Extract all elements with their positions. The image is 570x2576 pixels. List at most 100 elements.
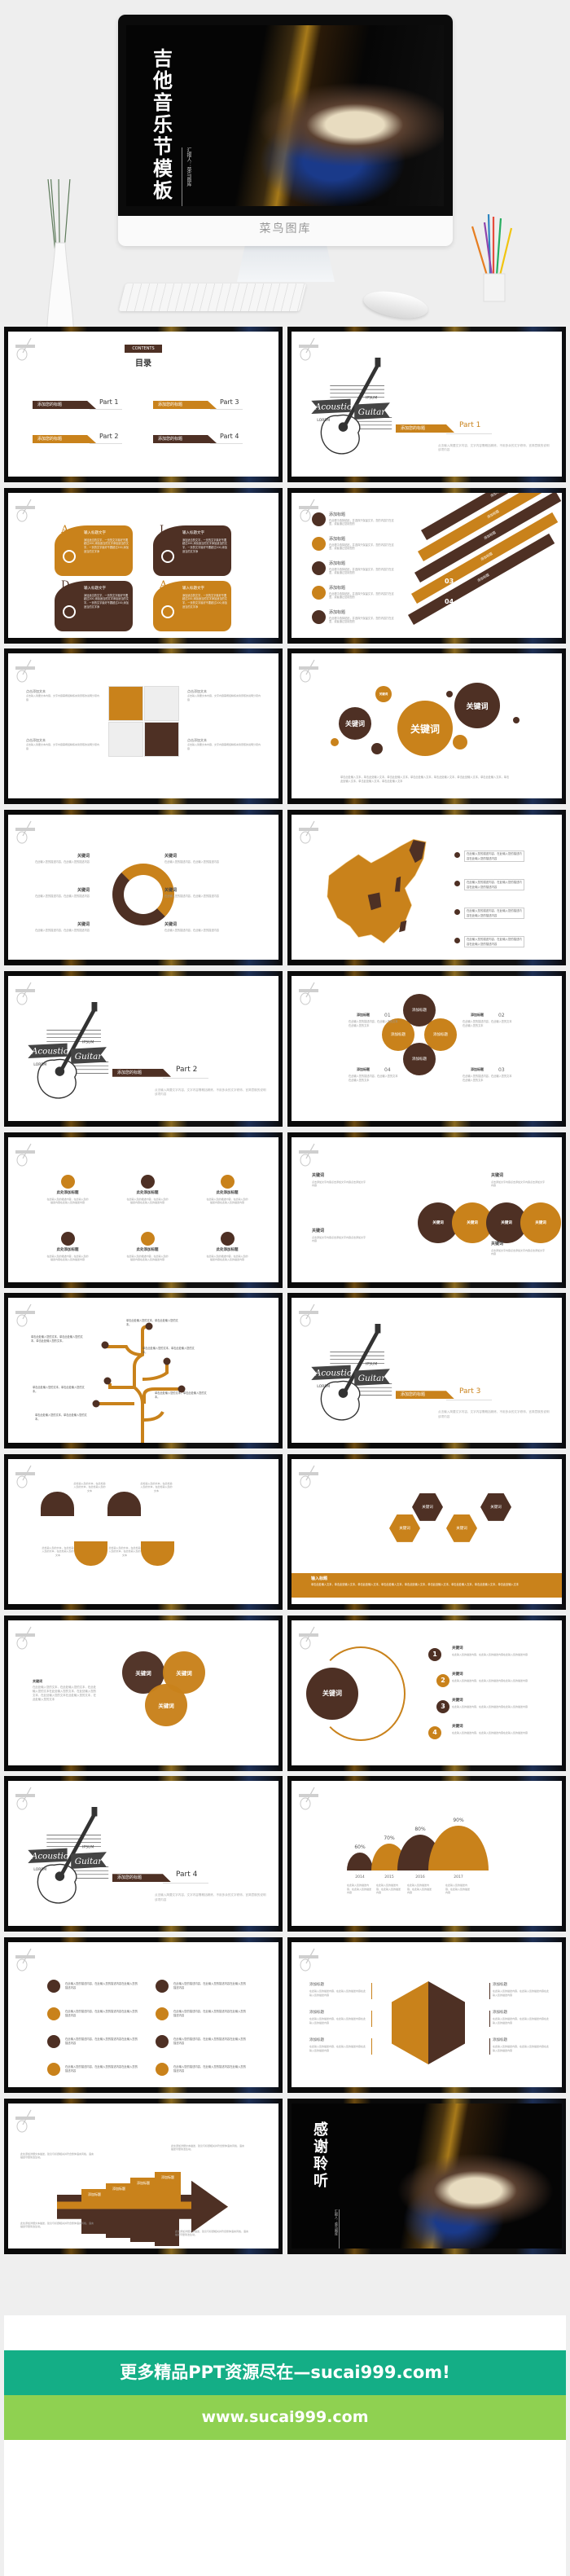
item-title: 此处添加标题: [136, 1190, 159, 1195]
title-ribbon: 添加您的标题: [33, 435, 96, 443]
slide-thumbnail-18[interactable]: 关键词 1 关键词 在此输入您的描述内容，在此输入您的描述内容在此输入您的描述内容 2 关…: [287, 1615, 566, 1771]
guitar-logo-icon: [298, 1303, 319, 1327]
promo-banner[interactable]: 更多精品PPT资源尽在—sucai999.com!: [4, 2350, 566, 2395]
step-number: 2: [436, 1673, 449, 1687]
heart-icon: [61, 1174, 75, 1189]
keyword-circle: 关键词: [520, 1202, 561, 1243]
title-ribbon: 添加您的标题: [396, 424, 454, 433]
item-title: 添加标题: [309, 1983, 324, 1987]
keyword-title: 关键词: [164, 922, 178, 928]
item-title: 关键词: [452, 1672, 463, 1677]
slide-thumbnail-20[interactable]: 60% 2014 在此输入您的描述内容，在此输入您的描述内容 70% 2015 在此输入您…: [287, 1776, 566, 1932]
petal-hand-icon: 添加标题: [403, 1042, 436, 1075]
card-title: 输入标题文字: [84, 530, 106, 535]
band-text: 单击此处输入文本，单击此处输入文本，单击此处输入文本，单击此处输入文本，单击此处…: [311, 1582, 519, 1586]
slide-thumbnail-6[interactable]: 关键词 关键词 关键词 关键词 单击此处输入文本，单击此处输入文本，单击此处输入文本，单…: [287, 648, 566, 805]
slide-thumbnail-4[interactable]: 添加标题 在此框中选择粘贴，并选择只保留文字。您的内容打在这里，或者通过复制您的添…: [287, 487, 566, 644]
contents-item[interactable]: 添加您的标题 Part 3: [153, 398, 251, 410]
underline: [446, 433, 492, 434]
svg-text:Guitar: Guitar: [75, 1857, 103, 1866]
title-ribbon: 添加您的标题: [153, 435, 217, 443]
slide-thumbnail-7[interactable]: 关键词 在此输入您的描述内容，在此输入您的描述内容 关键词 在此输入您的描述内容，在此…: [4, 810, 283, 966]
keyword-title: 关键词: [164, 888, 178, 894]
part-label: Part 2: [176, 1065, 198, 1074]
url-banner[interactable]: www.sucai999.com: [4, 2395, 566, 2440]
aida-card: 输入标题文字 添加适当的文字，一页的文字最好不要超过200,添加适当的文字添加适当…: [55, 580, 133, 631]
body-text: 单击此处输入您的文本，单击此处输入您的文本。: [155, 1391, 207, 1399]
arc: [316, 1646, 406, 1741]
users-icon: [47, 2007, 60, 2020]
slide-thumbnail-2[interactable]: Acoustic Guitar LOREM IPSUM 添加您的标题 Part 1 点击…: [287, 327, 566, 482]
end-presenter: 汇报人：菜鸟图库: [334, 2209, 340, 2249]
card-title: 输入标题文字: [182, 530, 204, 535]
guitar-logo-icon: [298, 498, 319, 522]
puzzle-piece-clipboard-icon: [144, 686, 179, 722]
guitar-logo-icon: [298, 1142, 319, 1167]
keyboard-image: [118, 284, 307, 311]
slide-thumbnail-11[interactable]: 此处添加标题 在此输入您的描述内容，在此输入您的描述内容在此输入您的描述内容 此处添…: [4, 1132, 283, 1288]
body-text: 在此输入您的描述内容，在此输入您的文本在此输入您的文本: [463, 1074, 512, 1082]
hat-icon: [221, 1174, 235, 1189]
step-number: 04: [445, 597, 454, 605]
guitar-logo-icon: [15, 1464, 36, 1488]
body-text: 在此输入您的描述内容，在此输入您的描述内容在此输入您的描述内容: [65, 1982, 138, 1989]
contents-item[interactable]: 添加您的标题 Part 2: [33, 433, 130, 444]
keyword-title: 关键词: [77, 854, 90, 859]
body-text: 在此输入您的描述内容，在此输入您的描述内容在此输入您的描述内容: [65, 2010, 138, 2017]
divider: [489, 2038, 490, 2055]
year-label: 2014: [355, 1875, 365, 1880]
item-number: 04: [384, 1066, 391, 1073]
guitar-logo-icon: [298, 1947, 319, 1972]
item-title: 添加标题: [329, 609, 346, 615]
slide-thumbnail-21[interactable]: 在此输入您的描述内容，在此输入您的描述内容在此输入您的描述内容 在此输入您的描述内…: [4, 1937, 283, 2093]
contents-item[interactable]: 添加您的标题 Part 1: [33, 398, 130, 410]
slide-thumbnail-3[interactable]: 输入标题文字添加适当的文字，一页的文字最好不要超过200,添加适当的文字添加适当…: [4, 487, 283, 644]
body-text: 在此输入您的描述内容，在此输入您的描述内容在此输入您的描述内容: [493, 2045, 550, 2052]
slide-thumbnail-8[interactable]: 在此输入您的描述内容，在此输入您的描述内容在此输入您的描述内容 在此输入您的描述内…: [287, 810, 566, 966]
slide-thumbnail-10[interactable]: 添加标题 添加标题 添加标题 添加标题 添加标题 01 在此输入您的描述内容，在此输入您的文…: [287, 970, 566, 1127]
slide-thumbnail-23[interactable]: 添加标题 添加标题 添加标题 添加标题 此处添加详细文本描述，建议与标题相关并符合整体语…: [4, 2098, 283, 2254]
card-letter: A: [160, 578, 168, 591]
svg-text:Guitar: Guitar: [358, 407, 387, 417]
slide-thumbnail-22[interactable]: 添加标题 在此输入您的描述内容，在此输入您的描述内容在此输入您的描述内容 添加标题在…: [287, 1937, 566, 2093]
users-icon: [156, 2007, 169, 2020]
body-text: 在此输入您的描述内容，在此输入您的描述内容在此输入您的描述内容: [452, 1704, 528, 1708]
step-block: 添加标题: [106, 2183, 132, 2205]
description-box: 在此输入您的描述内容，在此输入您的描述内容在此输入您的描述内容: [464, 936, 524, 948]
keyword-hexagon: 关键词: [480, 1492, 511, 1521]
slide-thumbnail-12[interactable]: 关键词 关键词 关键词 关键词 关键词 点击添加文字内容点击添加文字内容点击添加文字内容关…: [287, 1132, 566, 1288]
slide-thumbnail-14[interactable]: Acoustic Guitar LOREM IPSUM 添加您的标题 Part 3 点击…: [287, 1293, 566, 1449]
slide-thumbnail-13[interactable]: 单击此处输入您的文本，单击此处输入您的文本，单击此处输入您的文本。 单击此处输入您…: [4, 1293, 283, 1449]
keyword-hexagon: 关键词: [389, 1514, 420, 1542]
body-text: 在此输入您的描述内容，在此输入您的描述内容在此输入您的描述内容: [65, 2038, 138, 2045]
part-label: Part 3: [459, 1387, 481, 1396]
card-text: 添加适当的文字，一页的文字最好不要超过200,添加适当的文字添加适当的文字，一页…: [182, 538, 227, 554]
part-label: Part 3: [220, 398, 239, 406]
slide-thumbnail-16[interactable]: 关键词 关键词 关键词 关键词 输入标题 单击此处输入文本，单击此处输入文本，单击此处输入…: [287, 1453, 566, 1610]
item-title: 点击添加文本: [187, 689, 207, 694]
slide-canvas: 在此输入您的描述内容，在此输入您的描述内容在此输入您的描述内容 在此输入您的描述内…: [292, 815, 562, 961]
slide-canvas: 关键词 在此处输入您的文本，在此处输入您的文本，在此处输入您的文本在此处输入您的文…: [8, 1620, 278, 1765]
slide-thumbnail-24[interactable]: 感谢聆听 汇报人：菜鸟图库: [287, 2098, 566, 2254]
contents-item[interactable]: 添加您的标题 Part 4: [153, 433, 251, 444]
body-text: 在此输入您的描述内容，在此输入您的描述内容在此输入您的描述内容: [173, 2065, 247, 2073]
body-text: 在此输入您的描述内容，在此输入您的描述内容在此输入您的描述内容: [173, 2010, 247, 2017]
body-text: 在此输入您的描述内容，在此输入您的描述内容: [164, 929, 219, 933]
slide-thumbnail-1[interactable]: CONTENTS 目录 添加您的标题 Part 1 添加您的标题 Part 3 添加您的标题…: [4, 327, 283, 482]
body-text: 在此输入您的描述内容，在此输入您的描述内容在此输入您的描述内容: [452, 1652, 528, 1656]
guitar-logo-icon: [298, 820, 319, 844]
slide-thumbnail-17[interactable]: 关键词 在此处输入您的文本，在此处输入您的文本，在此处输入您的文本在此处输入您的文…: [4, 1615, 283, 1771]
body-text: 在此输入您的描述内容，在此输入您的文本在此输入您的文本: [463, 1019, 512, 1027]
slide-thumbnail-5[interactable]: 点击添加文本 点击输入简要文本内容，文字内容需概括精炼言简意赅的说明分项内容 点击添…: [4, 648, 283, 805]
slide-canvas: 输入标题文字添加适当的文字，一页的文字最好不要超过200,添加适当的文字添加适当…: [8, 492, 278, 638]
slide-thumbnail-15[interactable]: 此处输入您的文本，在此处输入您的文本，在此处输入您的文本 此处输入您的文本，在此处…: [4, 1453, 283, 1610]
paper-plane-icon: [47, 1980, 60, 1993]
guitar-logo-icon: [15, 1142, 36, 1167]
body-text: 点击输入简要文字内容，文字内容需概括精炼，不用多余的文字修饰，言简意赅的说明该项…: [438, 444, 550, 452]
step-block: 添加标题: [155, 2171, 181, 2205]
cover-presenter: 汇报人：菜鸟图库: [182, 147, 192, 206]
card-letter: I: [160, 523, 164, 536]
wave-disc-icon: [141, 1541, 174, 1566]
slide-thumbnail-9[interactable]: Acoustic Guitar LOREM IPSUM 添加您的标题 Part 2 点击…: [4, 970, 283, 1127]
slide-thumbnail-19[interactable]: Acoustic Guitar LOREM IPSUM 添加您的标题 Part 4 点击…: [4, 1776, 283, 1932]
